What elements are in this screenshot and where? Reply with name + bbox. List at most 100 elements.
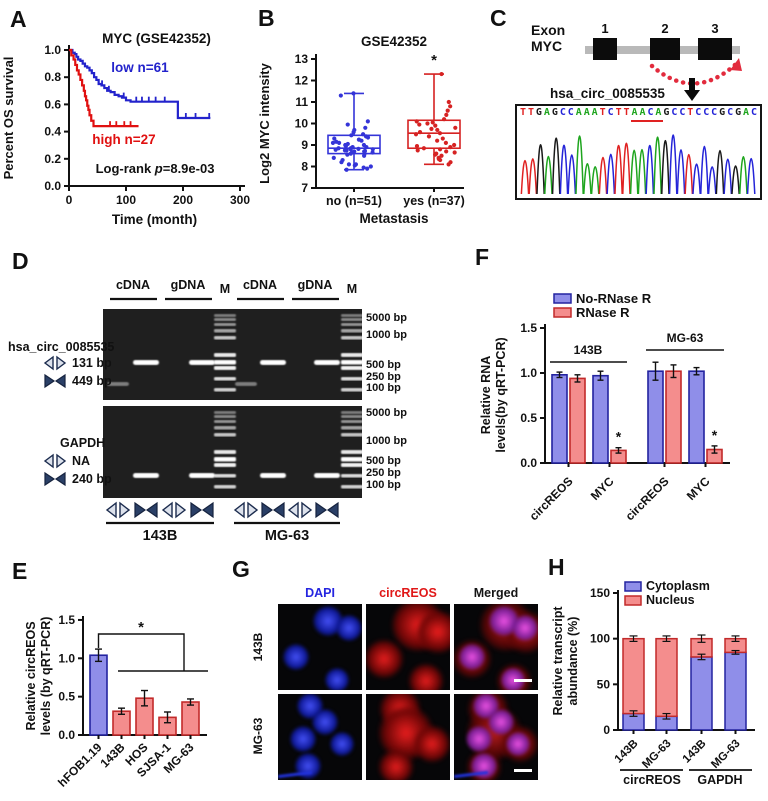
cell-blob xyxy=(511,615,538,642)
seq-base-14: A xyxy=(631,107,638,118)
chromatogram-peak-22 xyxy=(692,163,701,195)
seq-base-18: G xyxy=(663,107,670,118)
transcript-abundance-stackedbar: 0 50 100 150 Relative transcript abundance (%… xyxy=(551,579,755,787)
f-bar-3-0 xyxy=(688,370,705,464)
micrograph-mg63-circreos xyxy=(366,694,450,780)
ladder-band xyxy=(341,463,363,467)
circreos-expression-barchart: 0.0 0.5 1.0 1.5 Relative circREOS levels (by … xyxy=(24,613,208,790)
cell-blob xyxy=(500,667,525,690)
svg-text:100: 100 xyxy=(116,193,136,207)
convergent-primer-icon xyxy=(261,501,285,519)
f-bar-0-1 xyxy=(569,377,586,464)
svg-text:1.0: 1.0 xyxy=(58,651,75,665)
h-bar-nuc-1 xyxy=(655,637,678,718)
ladder-band xyxy=(214,485,236,489)
e-sig-bracket xyxy=(97,633,208,672)
ladder-band xyxy=(341,360,363,365)
gel-band xyxy=(260,473,286,478)
svg-text:8: 8 xyxy=(301,160,308,174)
panel-letter-e: E xyxy=(12,558,28,584)
micrograph-mg63-merged xyxy=(454,694,538,780)
box-xlabel-1: yes (n=37) xyxy=(403,194,465,208)
panel-letter-c: C xyxy=(490,5,507,31)
divergent-primer-icon xyxy=(161,501,187,519)
box-axis-title: Metastasis xyxy=(359,211,428,226)
f-legend-label-1: RNase R xyxy=(576,305,630,320)
ladder-band xyxy=(214,411,236,414)
exon-box-3 xyxy=(698,38,732,60)
convergent-primer-icon xyxy=(44,373,66,389)
f-group-143b: 143B xyxy=(574,343,603,357)
f-ylabel-0: Relative RNA xyxy=(479,356,493,435)
micrograph-mg63-dapi xyxy=(278,694,362,780)
divergent-primer-icon xyxy=(43,453,67,469)
cell-blob xyxy=(459,644,486,671)
chromatogram-peak-25 xyxy=(715,150,725,195)
lane-header-5: M xyxy=(347,282,357,296)
gel-band xyxy=(107,382,129,386)
svg-text:150: 150 xyxy=(590,586,610,600)
km-logrank: Log-rank p=8.9e-03 xyxy=(96,161,215,176)
e-ylabel-1: levels (by qRT-PCR) xyxy=(39,617,53,736)
seq-base-5: C xyxy=(559,107,566,118)
chromatogram-peak-5 xyxy=(559,144,569,195)
ladder-band xyxy=(214,360,236,365)
seq-base-23: C xyxy=(703,107,710,118)
chromatogram-peak-18 xyxy=(661,140,670,195)
chromatogram-peak-29 xyxy=(746,157,756,195)
cell-blob xyxy=(413,725,450,762)
seq-base-24: C xyxy=(711,107,718,118)
h-xlabel-1: MG-63 xyxy=(640,738,673,771)
ladder-band xyxy=(214,318,236,321)
e-xlabel-0: hFOB1.19 xyxy=(55,740,105,790)
box-ylabel: Log2 MYC intensity xyxy=(257,62,272,183)
svg-text:1.5: 1.5 xyxy=(520,321,537,335)
myc-intensity-boxplot: 7 8 9 10 11 12 13 GSE42352 Log2 MYC intensity no … xyxy=(257,34,465,226)
km-curve-low xyxy=(69,48,211,120)
h-ylabel-0: Relative transcript xyxy=(551,606,565,716)
chromatogram-peak-1 xyxy=(528,158,538,195)
svg-text:0.0: 0.0 xyxy=(520,456,537,470)
seq-base-27: G xyxy=(735,107,742,118)
ladder-band xyxy=(341,411,363,414)
chromatogram-peak-15 xyxy=(637,149,647,195)
gel-band xyxy=(133,360,159,365)
exon-box-2 xyxy=(650,38,680,60)
seq-base-3: A xyxy=(543,107,550,118)
chromatogram-peak-23 xyxy=(700,145,709,195)
ladder-band xyxy=(341,323,363,326)
seq-base-26: C xyxy=(727,107,734,118)
ladder-band xyxy=(214,450,236,454)
seq-base-8: A xyxy=(583,107,590,118)
g-column-header-circreos: circREOS xyxy=(379,586,437,600)
g-column-header-merged: Merged xyxy=(473,586,519,600)
cell-blob xyxy=(466,725,493,752)
panel-letter-b: B xyxy=(258,5,275,31)
marker-label-top-4: 100 bp xyxy=(366,382,401,394)
ladder-band xyxy=(214,420,236,423)
ladder-band xyxy=(341,485,363,489)
seq-base-15: A xyxy=(639,107,646,118)
seq-base-0: T xyxy=(519,107,527,118)
svg-text:0.4: 0.4 xyxy=(44,125,61,139)
chromatogram-peak-4 xyxy=(551,137,561,195)
svg-text:100: 100 xyxy=(590,632,610,646)
svg-text:1.5: 1.5 xyxy=(58,613,75,627)
cell-blob xyxy=(505,731,530,756)
f-sig-star: * xyxy=(712,427,718,443)
f-legend-swatch-1 xyxy=(553,307,572,318)
gel-band xyxy=(260,360,286,365)
circ-rna-label: hsa_circ_0085535 xyxy=(550,86,665,101)
backsplice-arrowhead xyxy=(730,58,742,71)
f-xlabel-0: circREOS xyxy=(527,474,576,523)
chromatogram-peak-13 xyxy=(622,142,631,195)
km-title: MYC (GSE42352) xyxy=(102,31,211,46)
seq-base-2: G xyxy=(535,107,542,118)
f-xlabel-1: MYC xyxy=(588,474,617,503)
f-bar-2-1 xyxy=(665,370,682,464)
gene-word: MYC xyxy=(531,38,563,54)
svg-text:0.0: 0.0 xyxy=(44,179,61,193)
